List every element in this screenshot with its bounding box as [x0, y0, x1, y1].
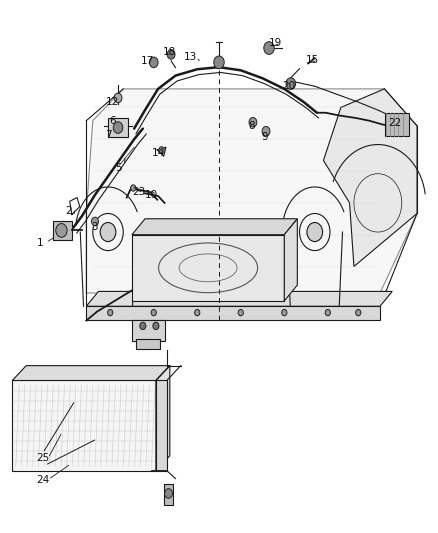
Circle shape — [307, 222, 322, 241]
Text: 17: 17 — [141, 56, 154, 66]
Circle shape — [286, 78, 296, 90]
Circle shape — [149, 57, 158, 68]
Polygon shape — [132, 219, 297, 235]
Polygon shape — [12, 366, 170, 381]
Text: 7: 7 — [105, 130, 111, 140]
Polygon shape — [12, 381, 156, 471]
Circle shape — [114, 93, 122, 103]
Text: 25: 25 — [36, 454, 49, 463]
Bar — [385, 113, 409, 136]
Bar — [136, 339, 160, 349]
Circle shape — [264, 42, 274, 54]
Text: 22: 22 — [389, 118, 402, 128]
Text: 15: 15 — [306, 55, 319, 64]
Text: 23: 23 — [132, 187, 145, 197]
Polygon shape — [132, 235, 284, 301]
Polygon shape — [86, 306, 380, 319]
Circle shape — [325, 310, 330, 316]
Circle shape — [238, 310, 244, 316]
Text: 2: 2 — [66, 206, 72, 216]
Bar — [132, 319, 165, 341]
Text: 6: 6 — [109, 116, 116, 126]
Polygon shape — [323, 89, 417, 266]
Circle shape — [194, 310, 200, 316]
Bar — [164, 484, 173, 505]
Circle shape — [140, 322, 146, 329]
Circle shape — [92, 217, 99, 225]
Polygon shape — [284, 219, 297, 301]
Circle shape — [262, 126, 270, 136]
Circle shape — [214, 56, 224, 69]
Circle shape — [249, 117, 257, 127]
Circle shape — [113, 122, 123, 133]
Text: 14: 14 — [152, 148, 165, 158]
Text: 13: 13 — [184, 52, 198, 62]
Text: 5: 5 — [116, 164, 122, 173]
Circle shape — [159, 147, 164, 153]
Circle shape — [165, 489, 173, 498]
Text: 3: 3 — [92, 222, 98, 232]
Bar — [53, 221, 72, 240]
Circle shape — [151, 310, 156, 316]
Circle shape — [153, 322, 159, 329]
Bar — [156, 381, 167, 471]
Circle shape — [100, 222, 116, 241]
Text: 18: 18 — [162, 47, 176, 56]
Circle shape — [356, 310, 361, 316]
Circle shape — [108, 310, 113, 316]
Polygon shape — [86, 292, 392, 306]
Text: 1: 1 — [37, 238, 44, 248]
Text: 8: 8 — [248, 121, 255, 131]
Text: 24: 24 — [36, 475, 49, 484]
Circle shape — [56, 223, 67, 237]
Circle shape — [167, 50, 175, 59]
Polygon shape — [156, 366, 170, 471]
Text: 9: 9 — [261, 132, 268, 142]
Circle shape — [131, 185, 136, 191]
Polygon shape — [86, 89, 417, 293]
Text: 19: 19 — [269, 38, 282, 48]
Bar — [109, 118, 127, 136]
Circle shape — [282, 310, 287, 316]
Text: 12: 12 — [106, 97, 119, 107]
Text: 10: 10 — [145, 190, 158, 200]
Text: 20: 20 — [282, 81, 295, 91]
